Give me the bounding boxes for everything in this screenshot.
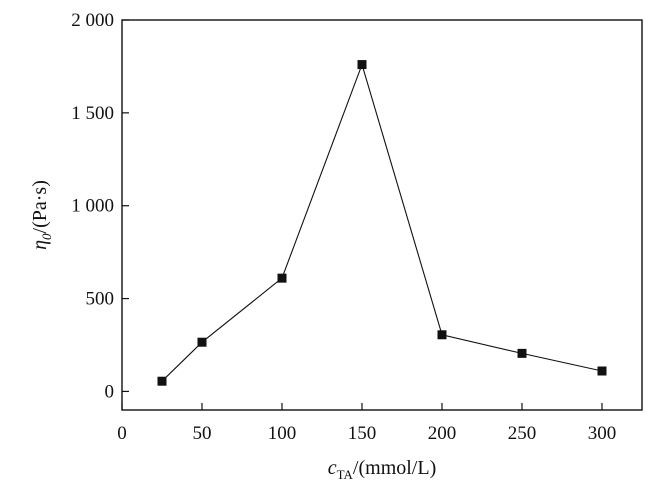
y-tick-label: 2 000 (71, 10, 114, 31)
y-axis-ticks: 0 500 1 000 1 500 2 000 (71, 10, 129, 402)
x-tick-label: 0 (117, 423, 127, 444)
data-point-marker (357, 60, 367, 70)
y-tick-label: 500 (86, 289, 115, 310)
series-layer (157, 60, 607, 386)
plot-frame (121, 19, 643, 411)
data-point-marker (157, 376, 167, 386)
data-point-marker (437, 330, 447, 340)
data-point-marker (197, 337, 207, 347)
x-axis-symbol: c (328, 457, 337, 479)
y-axis-symbol: η (29, 240, 51, 250)
y-tick-label: 0 (105, 381, 115, 402)
y-axis-subscript: 0 (39, 233, 54, 240)
x-axis-ticks: 0 50 100 150 200 250 300 (117, 403, 616, 444)
x-axis-label: cTA/(mmol/L) (328, 457, 437, 482)
y-axis-unit: /(Pa·s) (29, 180, 51, 233)
y-axis-label: η0/(Pa·s) (29, 180, 54, 250)
x-tick-label: 300 (588, 423, 617, 444)
x-tick-label: 150 (348, 423, 377, 444)
x-tick-label: 50 (193, 423, 212, 444)
x-tick-label: 100 (268, 423, 297, 444)
x-tick-label: 200 (428, 423, 457, 444)
data-point-marker (597, 366, 607, 376)
data-point-marker (277, 273, 287, 283)
data-point-marker (517, 348, 527, 358)
y-tick-label: 1 500 (71, 103, 114, 124)
x-axis-unit: /(mmol/L) (353, 457, 436, 479)
x-axis-subscript: TA (337, 467, 354, 482)
series-line (161, 62, 603, 382)
x-tick-label: 250 (508, 423, 537, 444)
y-tick-label: 1 000 (71, 196, 114, 217)
